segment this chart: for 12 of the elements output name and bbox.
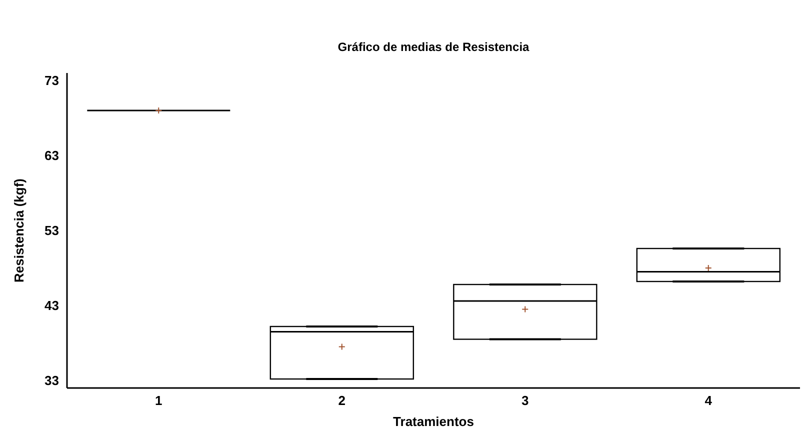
x-tick-label: 3 (522, 393, 529, 408)
x-tick-label: 2 (338, 393, 346, 408)
y-tick-label: 33 (44, 373, 59, 388)
chart-title: Gráfico de medias de Resistencia (336, 40, 530, 54)
y-tick-label: 73 (44, 73, 59, 88)
y-tick-label: 43 (44, 298, 59, 314)
x-tick-label: 4 (704, 393, 713, 408)
y-axis-title: Resistencia (kgf) (12, 178, 27, 283)
y-tick-label: 63 (44, 148, 59, 164)
y-tick-label: 53 (44, 223, 59, 238)
x-axis-title: Tratamientos (393, 414, 474, 429)
x-tick-label: 1 (155, 393, 162, 408)
